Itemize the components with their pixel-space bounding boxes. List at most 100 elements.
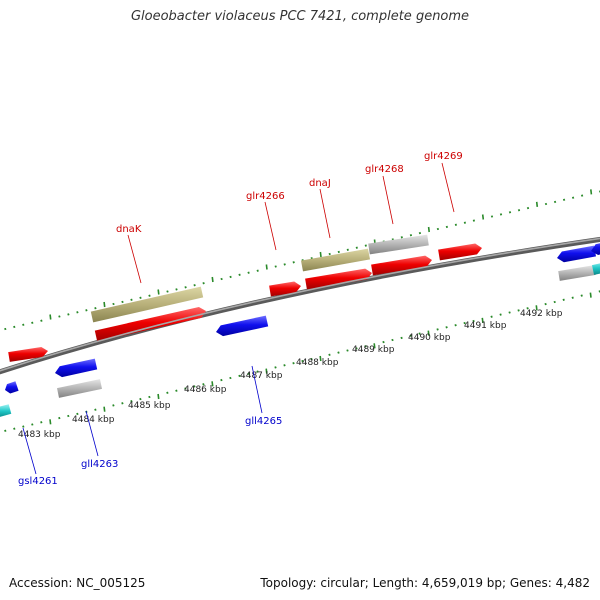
reverse-scale-minor-tick: [67, 414, 70, 418]
forward-scale-minor-tick: [22, 323, 25, 326]
gene-label-dnaJ[interactable]: dnaJ: [309, 178, 331, 189]
forward-scale-minor-tick: [13, 325, 16, 329]
reverse-scale-minor-tick: [499, 313, 502, 316]
reverse-scale-minor-tick: [139, 397, 142, 401]
genome-backbone-highlight: [0, 237, 600, 372]
reverse-scale-minor-tick: [310, 357, 313, 361]
gene-label-gsl4261[interactable]: gsl4261: [18, 476, 58, 487]
reverse-scale-minor-tick: [175, 389, 178, 392]
reverse-scale-minor-tick: [337, 351, 340, 354]
forward-scale-major-tick: [103, 301, 106, 308]
reverse-scale-major-tick: [481, 317, 484, 323]
reverse-scale-minor-tick: [301, 359, 304, 363]
gene-label-gll4265[interactable]: gll4265: [245, 416, 282, 427]
reverse-scale-minor-tick: [13, 427, 16, 430]
forward-scale-minor-tick: [517, 209, 521, 212]
gene-label-dnaK[interactable]: dnaK: [116, 224, 142, 235]
gene-label-glr4266[interactable]: glr4266: [246, 191, 285, 202]
reverse-scale-minor-tick: [445, 326, 448, 329]
forward-scale-minor-tick: [553, 200, 557, 204]
gene-label-glr4268[interactable]: glr4268: [365, 164, 404, 175]
reverse-scale-minor-tick: [76, 412, 79, 416]
forward-scale-minor-tick: [571, 196, 575, 199]
reverse-scale-minor-tick: [238, 374, 241, 378]
genome-backbone: [0, 236, 600, 375]
reverse-scale-major-tick: [319, 355, 322, 362]
tick-label-4489: 4489 kbp: [352, 345, 395, 355]
other-feature-cyan[interactable]: [592, 261, 600, 275]
leader-gll4263: [85, 410, 99, 457]
accession-label: Accession: NC_005125: [9, 576, 146, 590]
tick-label-4487: 4487 kbp: [240, 371, 283, 381]
gene-arrow-forward[interactable]: [8, 347, 48, 362]
gene-arrow-dnaK[interactable]: [94, 307, 206, 342]
reverse-scale-minor-tick: [193, 385, 196, 388]
forward-scale-minor-tick: [40, 319, 43, 322]
pseudo-feature-gray[interactable]: [57, 379, 102, 398]
forward-scale-minor-tick: [184, 286, 187, 289]
reverse-scale-minor-tick: [418, 332, 421, 335]
reverse-scale-minor-tick: [463, 321, 466, 325]
reverse-scale-minor-tick: [391, 338, 394, 342]
map-title: Gloeobacter violaceus PCC 7421, complete…: [130, 9, 470, 24]
forward-scale-major-tick: [535, 201, 539, 207]
reverse-scale-major-tick: [211, 381, 214, 387]
reverse-scale-minor-tick: [292, 362, 295, 365]
gene-arrow-reverse[interactable]: [5, 381, 19, 394]
tick-label-4485: 4485 kbp: [128, 401, 171, 411]
reverse-scale-minor-tick: [4, 429, 7, 432]
forward-scale-minor-tick: [499, 213, 503, 216]
gene-label-gll4263[interactable]: gll4263: [81, 459, 118, 470]
reverse-scale-minor-tick: [436, 328, 439, 331]
reverse-scale-minor-tick: [202, 383, 205, 386]
reverse-scale-minor-tick: [490, 315, 493, 318]
gene-arrow-reverse[interactable]: [591, 241, 600, 255]
reverse-scale-minor-tick: [40, 421, 43, 424]
reverse-scale-minor-tick: [283, 364, 286, 367]
reverse-scale-minor-tick: [22, 425, 25, 428]
gene-arrow-gll4265[interactable]: [216, 315, 269, 337]
reverse-scale-major-tick: [49, 419, 52, 425]
forward-scale-minor-tick: [67, 313, 70, 316]
reverse-scale-minor-tick: [472, 319, 475, 323]
forward-scale-minor-tick: [85, 309, 88, 312]
reverse-scale-minor-tick: [400, 336, 403, 340]
forward-scale-major-tick: [481, 214, 485, 220]
gene-arrow-glr4268[interactable]: [371, 255, 432, 276]
gene-arrow-reverse[interactable]: [557, 245, 596, 263]
forward-scale-minor-tick: [418, 231, 422, 235]
forward-scale-major-tick: [49, 314, 52, 320]
reverse-scale-major-tick: [589, 292, 592, 298]
pseudo-feature-gray[interactable]: [558, 265, 596, 281]
reverse-scale-minor-tick: [355, 347, 358, 350]
forward-scale-minor-tick: [436, 227, 440, 231]
forward-scale-minor-tick: [337, 250, 340, 254]
gene-arrow-glr4269[interactable]: [438, 243, 482, 261]
forward-scale-minor-tick: [94, 307, 97, 310]
gene-label-glr4269[interactable]: glr4269: [424, 151, 463, 162]
forward-scale-minor-tick: [112, 302, 115, 306]
reverse-scale-major-tick: [535, 305, 538, 311]
tick-label-4483: 4483 kbp: [18, 430, 61, 440]
forward-scale-minor-tick: [166, 290, 169, 293]
forward-scale-minor-tick: [31, 321, 34, 324]
other-feature-cyan[interactable]: [0, 404, 12, 418]
reverse-scale-minor-tick: [508, 311, 511, 314]
forward-scale-minor-tick: [490, 215, 494, 218]
reverse-scale-minor-tick: [454, 324, 457, 327]
genome-summary: Topology: circular; Length: 4,659,019 bp…: [260, 576, 590, 590]
forward-scale-minor-tick: [562, 198, 566, 201]
forward-scale-minor-tick: [121, 300, 124, 304]
reverse-scale-major-tick: [427, 330, 430, 336]
gene-arrow-dnaJ[interactable]: [305, 268, 372, 290]
leader-gsl4261: [22, 427, 37, 475]
rna-feature-olive[interactable]: [90, 286, 204, 323]
reverse-scale-minor-tick: [58, 416, 61, 420]
forward-scale-major-tick: [319, 251, 322, 258]
pseudo-feature-gray[interactable]: [368, 234, 429, 255]
gene-arrow-gsl4261[interactable]: [55, 358, 98, 378]
rna-feature-olive[interactable]: [301, 248, 370, 272]
reverse-scale-minor-tick: [229, 376, 232, 380]
tick-label-4492: 4492 kbp: [520, 309, 563, 319]
